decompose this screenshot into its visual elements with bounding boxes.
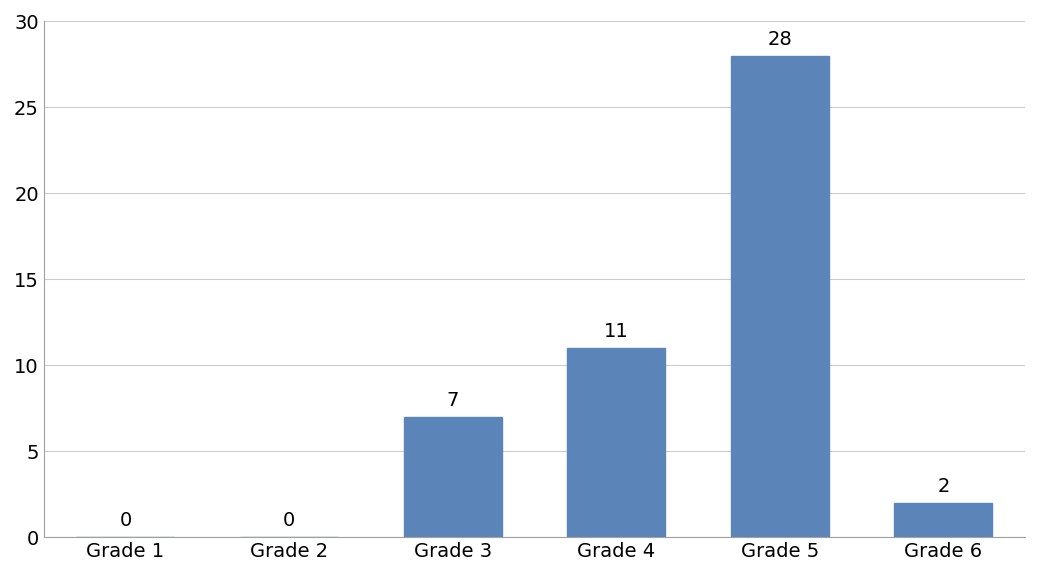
Text: 28: 28 xyxy=(768,30,792,49)
Text: 7: 7 xyxy=(447,391,459,410)
Bar xyxy=(895,503,992,537)
Text: 0: 0 xyxy=(119,511,132,530)
Text: 2: 2 xyxy=(937,477,950,496)
Text: 0: 0 xyxy=(283,511,295,530)
Bar xyxy=(403,417,502,537)
Bar xyxy=(730,56,829,537)
Bar xyxy=(567,348,665,537)
Text: 11: 11 xyxy=(604,322,629,341)
